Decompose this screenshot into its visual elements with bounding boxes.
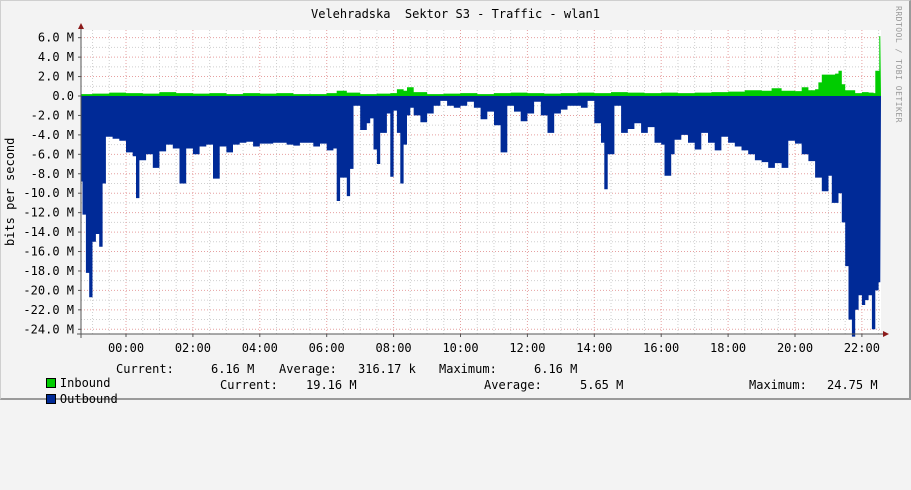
outbound-maximum-label: Maximum: xyxy=(749,378,807,392)
inbound-current-value: 6.16 M xyxy=(211,362,255,376)
x-tick-label: 02:00 xyxy=(175,341,211,355)
y-tick-label: -8.0 M xyxy=(31,167,74,181)
x-tick-label: 14:00 xyxy=(576,341,612,355)
x-tick-label: 16:00 xyxy=(643,341,679,355)
y-tick-label: -12.0 M xyxy=(23,206,74,220)
outbound-average-label: Average: xyxy=(484,378,542,392)
plot-canvas xyxy=(81,30,881,334)
outbound-label: Outbound xyxy=(59,392,118,406)
chart-title: Velehradska Sektor S3 - Traffic - wlan1 xyxy=(311,7,600,21)
y-tick-label: -20.0 M xyxy=(23,283,74,297)
inbound-swatch-icon xyxy=(45,378,56,388)
y-tick-label: -4.0 M xyxy=(31,128,74,142)
traffic-chart: 6.0 M 4.0 M 2.0 M 0.0 -2.0 M -4.0 M -6.0 M -8.0… xyxy=(23,23,889,355)
x-axis-ticks: 00:00 02:00 04:00 06:00 08:00 10:00 12:00 14:00… xyxy=(108,334,880,355)
outbound-current-label: Current: xyxy=(220,378,278,392)
x-tick-label: 00:00 xyxy=(108,341,144,355)
y-tick-label: 4.0 M xyxy=(38,50,74,64)
outbound-average-value: 5.65 M xyxy=(580,378,624,392)
x-tick-label: 12:00 xyxy=(509,341,545,355)
y-tick-label: -16.0 M xyxy=(23,245,74,259)
x-tick-label: 08:00 xyxy=(376,341,412,355)
y-tick-label: -2.0 M xyxy=(31,108,74,122)
inbound-label: Inbound xyxy=(59,376,111,390)
y-axis-ticks: 6.0 M 4.0 M 2.0 M 0.0 -2.0 M -4.0 M -6.0 M -8.0… xyxy=(23,31,81,336)
x-tick-label: 06:00 xyxy=(309,341,345,355)
outbound-current-value: 19.16 M xyxy=(306,378,357,392)
y-tick-label: -10.0 M xyxy=(23,186,74,200)
x-tick-label: 22:00 xyxy=(844,341,880,355)
y-axis-arrow-icon xyxy=(78,23,84,29)
y-tick-label: 6.0 M xyxy=(38,31,74,45)
graph-frame xyxy=(0,0,911,400)
y-tick-label: -24.0 M xyxy=(23,322,74,336)
legend-inbound: Inbound Current: 6.16 M Average: 316.17 … xyxy=(17,362,907,390)
inbound-average-value: 316.17 k xyxy=(358,362,416,376)
outbound-maximum-value: 24.75 M xyxy=(827,378,878,392)
outbound-area xyxy=(80,96,882,337)
inbound-current-label: Current: xyxy=(116,362,174,376)
x-tick-label: 04:00 xyxy=(242,341,278,355)
y-tick-label: -22.0 M xyxy=(23,303,74,317)
inbound-maximum-value: 6.16 M xyxy=(534,362,578,376)
legend-outbound: Outbound Current: 19.16 M Average: 5.65 … xyxy=(17,378,907,406)
x-tick-label: 18:00 xyxy=(710,341,746,355)
inbound-average-label: Average: xyxy=(279,362,337,376)
y-tick-label: -6.0 M xyxy=(31,147,74,161)
y-tick-label: -14.0 M xyxy=(23,225,74,239)
inbound-maximum-label: Maximum: xyxy=(439,362,497,376)
outbound-swatch-icon xyxy=(45,394,56,404)
x-tick-label: 10:00 xyxy=(442,341,478,355)
rrdtool-watermark: RRDTOOL / TOBI OETIKER xyxy=(894,6,903,123)
y-tick-label: 0.0 xyxy=(52,89,74,103)
y-tick-label: -18.0 M xyxy=(23,264,74,278)
x-tick-label: 20:00 xyxy=(777,341,813,355)
y-tick-label: 2.0 M xyxy=(38,70,74,84)
x-axis-arrow-icon xyxy=(883,331,889,337)
